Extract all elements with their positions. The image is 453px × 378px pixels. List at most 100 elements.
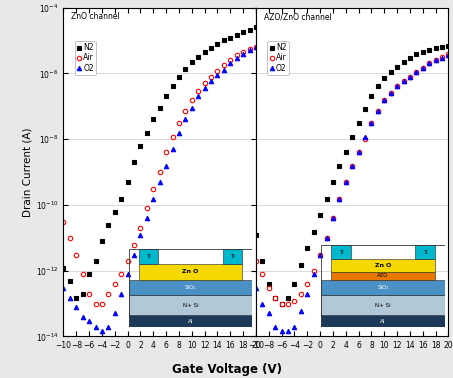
Air bbox=[170, 134, 175, 139]
O2 bbox=[330, 216, 336, 220]
O2 bbox=[337, 197, 342, 201]
N2 bbox=[106, 222, 111, 227]
Air bbox=[337, 197, 342, 201]
N2 bbox=[241, 30, 246, 34]
N2 bbox=[195, 54, 201, 59]
O2 bbox=[414, 70, 419, 74]
O2 bbox=[144, 216, 149, 220]
N2 bbox=[343, 150, 348, 155]
N2 bbox=[318, 212, 323, 217]
N2 bbox=[253, 25, 259, 29]
Legend: N2, Air, O2: N2, Air, O2 bbox=[75, 41, 96, 75]
N2 bbox=[311, 230, 316, 234]
O2 bbox=[221, 67, 226, 72]
O2 bbox=[279, 328, 284, 333]
Air bbox=[388, 91, 393, 95]
N2 bbox=[395, 64, 400, 69]
Air bbox=[106, 291, 111, 296]
O2 bbox=[318, 253, 323, 257]
N2 bbox=[304, 245, 310, 250]
N2 bbox=[279, 301, 284, 306]
O2 bbox=[407, 74, 413, 79]
O2 bbox=[93, 324, 98, 329]
O2 bbox=[362, 134, 368, 139]
N2 bbox=[125, 180, 130, 184]
N2 bbox=[439, 45, 445, 50]
O2 bbox=[311, 271, 316, 276]
Air bbox=[99, 301, 105, 306]
O2 bbox=[446, 53, 451, 57]
N2 bbox=[93, 259, 98, 263]
O2 bbox=[426, 61, 432, 66]
Air bbox=[241, 50, 246, 54]
N2 bbox=[446, 44, 451, 48]
O2 bbox=[375, 109, 381, 113]
O2 bbox=[420, 65, 425, 70]
Air bbox=[93, 301, 98, 306]
N2 bbox=[260, 259, 265, 263]
O2 bbox=[350, 164, 355, 169]
O2 bbox=[87, 318, 92, 323]
O2 bbox=[157, 180, 163, 184]
O2 bbox=[99, 328, 105, 333]
O2 bbox=[150, 197, 156, 201]
O2 bbox=[381, 98, 387, 103]
O2 bbox=[253, 285, 259, 290]
N2 bbox=[176, 74, 182, 79]
N2 bbox=[144, 131, 149, 136]
Air bbox=[369, 121, 374, 125]
N2 bbox=[253, 233, 259, 237]
N2 bbox=[208, 45, 214, 50]
Air bbox=[279, 301, 284, 306]
O2 bbox=[202, 86, 207, 91]
N2 bbox=[87, 271, 92, 276]
N2 bbox=[227, 36, 233, 40]
N2 bbox=[150, 117, 156, 122]
N2 bbox=[388, 70, 393, 74]
N2 bbox=[369, 94, 374, 99]
N2 bbox=[80, 291, 86, 296]
Air bbox=[381, 98, 387, 103]
N2 bbox=[285, 296, 291, 300]
O2 bbox=[272, 324, 278, 329]
Air bbox=[247, 47, 252, 51]
O2 bbox=[388, 91, 393, 95]
N2 bbox=[433, 46, 439, 51]
Air bbox=[395, 84, 400, 89]
Air bbox=[234, 53, 239, 58]
O2 bbox=[234, 55, 239, 60]
O2 bbox=[253, 44, 259, 49]
Air bbox=[112, 282, 117, 286]
O2 bbox=[241, 51, 246, 56]
O2 bbox=[73, 304, 79, 309]
Air bbox=[157, 170, 163, 174]
N2 bbox=[61, 266, 66, 270]
N2 bbox=[157, 105, 163, 110]
Air bbox=[73, 253, 79, 257]
Text: AZO/ZnO channel: AZO/ZnO channel bbox=[264, 12, 332, 22]
O2 bbox=[285, 328, 291, 333]
Air bbox=[407, 74, 413, 79]
N2 bbox=[375, 84, 381, 89]
Air bbox=[253, 44, 259, 49]
Air bbox=[176, 121, 182, 125]
O2 bbox=[298, 308, 304, 313]
O2 bbox=[247, 48, 252, 53]
O2 bbox=[324, 235, 329, 240]
N2 bbox=[164, 94, 169, 99]
N2 bbox=[234, 33, 239, 37]
O2 bbox=[266, 311, 271, 316]
O2 bbox=[61, 285, 66, 290]
N2 bbox=[215, 41, 220, 46]
Air bbox=[343, 180, 348, 184]
N2 bbox=[119, 197, 124, 201]
O2 bbox=[369, 121, 374, 125]
O2 bbox=[215, 73, 220, 77]
O2 bbox=[112, 311, 117, 316]
N2 bbox=[112, 210, 117, 214]
Air bbox=[208, 74, 214, 79]
N2 bbox=[131, 160, 137, 164]
Air bbox=[362, 137, 368, 141]
Air bbox=[144, 206, 149, 210]
Text: ZnO channel: ZnO channel bbox=[71, 12, 120, 22]
